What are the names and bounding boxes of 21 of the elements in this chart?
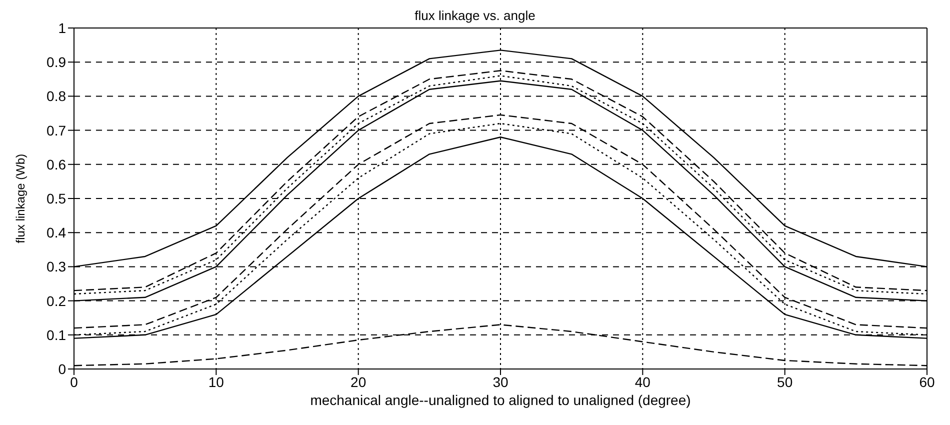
y-tick-label: 0.7 <box>46 122 66 138</box>
y-tick-label: 0.4 <box>46 224 66 241</box>
y-tick-label: 0.8 <box>46 88 66 104</box>
y-tick-label: 1 <box>58 20 66 36</box>
y-tick-label: 0.3 <box>46 258 66 275</box>
y-tick-label: 0.6 <box>46 156 66 172</box>
x-tick-label: 20 <box>350 374 366 390</box>
x-tick-label: 10 <box>208 374 224 390</box>
x-tick-label: 30 <box>492 374 508 390</box>
y-tick-label: 0.5 <box>46 190 66 206</box>
y-tick-label: 0.2 <box>46 292 66 309</box>
y-tick-label: 0.9 <box>46 54 66 70</box>
x-tick-label: 40 <box>634 374 651 390</box>
chart-title: flux linkage vs. angle <box>414 8 536 23</box>
y-axis-title: flux linkage (Wb) <box>13 154 28 244</box>
x-tick-label: 50 <box>777 374 793 390</box>
x-tick-label: 60 <box>919 374 935 390</box>
y-tick-label: 0.1 <box>46 326 66 343</box>
y-tick-label: 0 <box>58 360 66 377</box>
x-axis-title: mechanical angle--unaligned to aligned to unaligned (degree) <box>310 392 691 408</box>
x-tick-label: 0 <box>70 374 78 390</box>
